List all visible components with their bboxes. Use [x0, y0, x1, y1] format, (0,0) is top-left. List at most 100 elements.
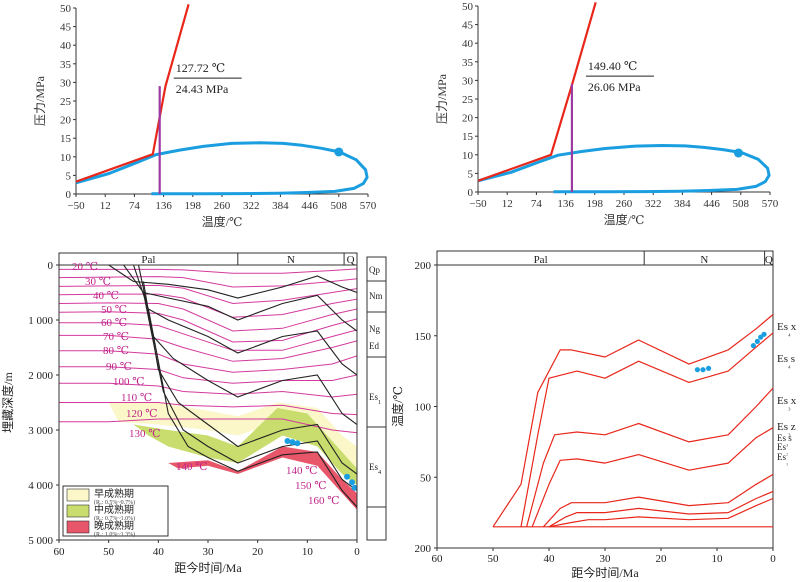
y-tick-label: 4 000: [28, 480, 53, 492]
strata-label: Ng: [369, 324, 380, 334]
y-tick-label: 1 000: [28, 315, 53, 327]
y-tick-label: 3 000: [28, 425, 53, 437]
isotherm-label: 30 ℃: [85, 276, 111, 288]
y-tick-label: 10: [462, 150, 474, 162]
x-tick-label: 322: [243, 200, 260, 212]
sample-point: [289, 439, 296, 446]
legend-swatch: [66, 488, 90, 502]
isotherm-line: [59, 402, 357, 416]
y-tick-label: 30: [462, 75, 474, 87]
isotherm-label: 140 ℃: [286, 465, 318, 477]
temperature-series: [492, 314, 774, 528]
temperature-series: [542, 473, 774, 528]
y-tick-label: 100: [415, 402, 432, 414]
x-tick-label: 20: [252, 546, 264, 558]
y-tick-label: 40: [462, 38, 474, 50]
burial-curve: [132, 265, 357, 376]
isotherm-label: 120 ℃: [126, 408, 158, 420]
isotherm-line: [59, 322, 357, 351]
isotherm-line: [59, 276, 357, 288]
y-tick-label: 0: [66, 189, 72, 201]
x-tick-label: 50: [103, 546, 115, 558]
isotherm-label: 140 ℃: [176, 461, 208, 473]
sample-point: [761, 331, 767, 337]
period-label: Pal: [141, 254, 155, 266]
x-tick-label: 136: [557, 198, 574, 210]
x-tick-label: 570: [360, 200, 377, 212]
sample-point: [294, 440, 301, 447]
x-tick-label: 446: [301, 200, 318, 212]
phase-chart-right: 0 5 10 15 20 25 30 35 40 45 50 −50 12 74 136 198 260 322 3…: [435, 1, 779, 227]
strata-column: [366, 256, 387, 541]
isotherm-line: [59, 268, 357, 274]
isotherm-line: [59, 350, 357, 373]
y-tick-label: 45: [60, 22, 72, 34]
burial-curve: [142, 292, 357, 491]
x-tick-label: 40: [153, 546, 165, 558]
x-tick-label: 570: [762, 198, 779, 210]
y-tick-label: 25: [462, 94, 474, 106]
isotherm-label: 110 ℃: [121, 392, 152, 404]
x-tick-label: 30: [600, 553, 612, 565]
series-label: Es₁: [777, 452, 788, 466]
x-tick-label: 20: [656, 553, 668, 565]
isotherm-label: 150 ℃: [295, 480, 327, 492]
y-tick-label: 35: [60, 59, 72, 71]
x-tick-label: 260: [616, 198, 633, 210]
x-tick-label: 0: [354, 546, 360, 558]
x-tick-label: 384: [272, 200, 289, 212]
plot-frame: [436, 264, 774, 549]
maturity-legend: 早成熟期(Rₒ: 0.5%~0.7%)中成熟期(Rₒ: 0.7%~1.0%)晚成…: [62, 485, 169, 538]
series-label: Es₄x: [777, 321, 797, 337]
phase-chart-left: 0 5 10 15 20 25 30 35 40 45 50 −50 12 74 136 198 260 322 3…: [33, 3, 377, 229]
isotherm-label: 40 ℃: [93, 290, 119, 302]
y-tick-label: 20: [462, 113, 474, 125]
sample-point: [694, 367, 701, 373]
annotation-temperature: 127.72 ℃: [176, 61, 225, 75]
y-tick-label: 15: [60, 133, 72, 145]
legend-note: (Rₒ: 1.0%~1.3%): [94, 531, 135, 538]
y-axis-label: 压力/MPa: [33, 75, 47, 126]
sample-point: [750, 343, 757, 349]
series-label: Es₃x: [777, 395, 797, 411]
x-tick-label: −50: [469, 198, 487, 210]
strata-label: Qp: [369, 265, 380, 275]
isotherm-label: 90 ℃: [106, 361, 132, 373]
y-tick-label: 30: [60, 77, 72, 89]
period-label: N: [287, 254, 295, 266]
sample-point: [351, 484, 357, 491]
x-tick-label: 40: [544, 553, 556, 565]
isotherm-label: 80 ℃: [103, 345, 129, 357]
burial-curve: [142, 281, 357, 475]
y-tick-label: 50: [60, 3, 72, 15]
sample-point: [706, 365, 712, 371]
sample-point: [284, 438, 291, 444]
legend-note: (Rₒ: 0.7%~1.0%): [94, 515, 135, 522]
y-tick-label: 35: [462, 57, 474, 69]
isotherm-line: [59, 334, 357, 362]
temperature-series: [520, 332, 774, 527]
pressure-line-line: [477, 1, 597, 182]
period-label: N: [700, 254, 708, 266]
burial-curve: [147, 308, 357, 508]
burial-curve: [123, 265, 357, 332]
y-tick-label: 50: [420, 472, 432, 484]
isotherm-line: [59, 382, 357, 398]
isotherm-label: 100 ℃: [113, 376, 145, 388]
x-tick-label: 74: [531, 198, 543, 210]
y-tick-label: 20: [60, 115, 72, 127]
x-tick-label: 260: [214, 200, 231, 212]
legend-note: (Rₒ: 0.5%~0.7%): [94, 499, 135, 506]
y-tick-label: 2 000: [28, 370, 53, 382]
series-label: Es₄s: [777, 353, 795, 369]
zone-late-mature: [168, 446, 357, 510]
annotation-pressure: 24.43 MPa: [176, 82, 229, 96]
burial-curve: [137, 265, 357, 425]
y-tick-label: 10: [60, 152, 72, 164]
isotherm-label: 50 ℃: [101, 304, 127, 316]
x-tick-label: 12: [502, 198, 513, 210]
sample-point: [754, 338, 760, 345]
period-label: Pal: [534, 254, 548, 266]
x-tick-label: 30: [203, 546, 215, 558]
